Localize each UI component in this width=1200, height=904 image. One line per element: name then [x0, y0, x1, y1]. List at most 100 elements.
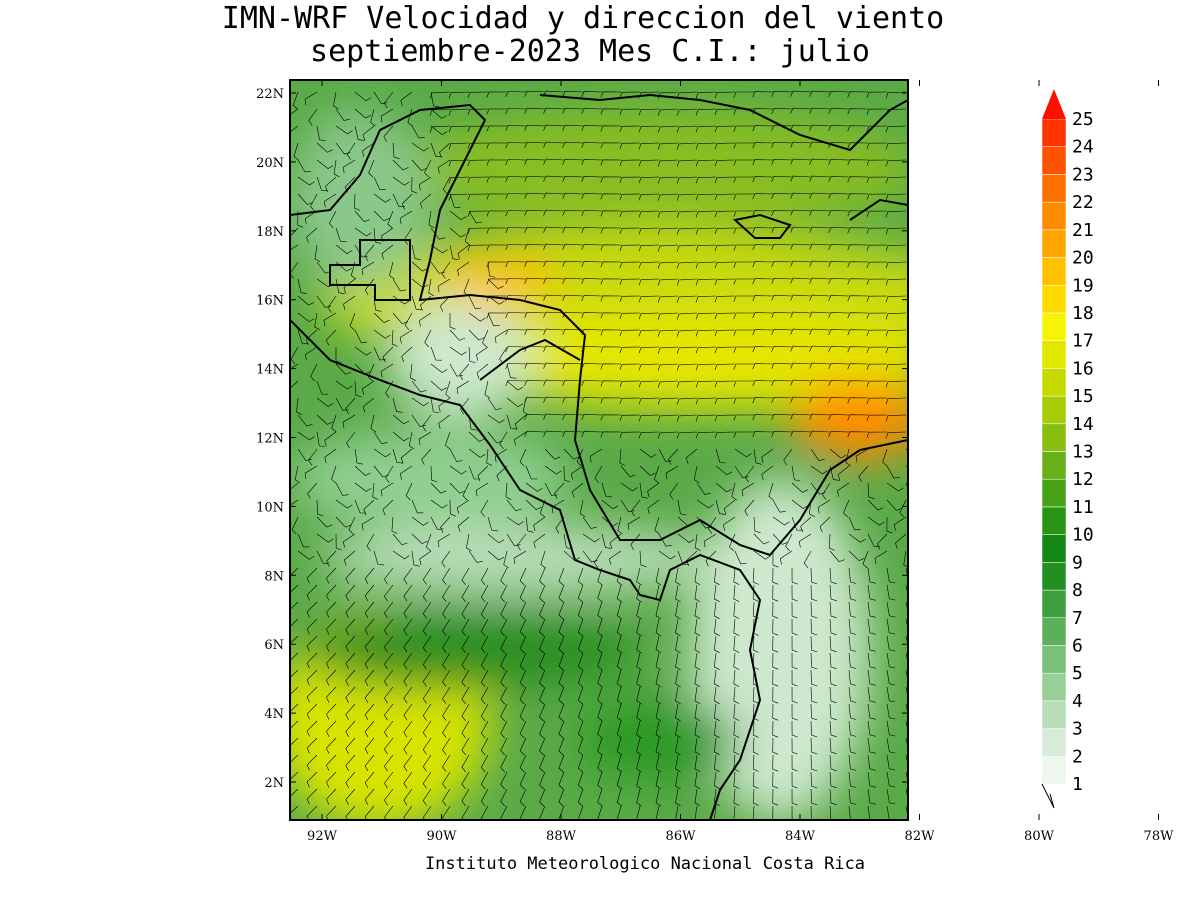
wind-barb [772, 686, 779, 704]
wind-barb [885, 142, 907, 150]
wind-barb [866, 329, 888, 336]
wind-barb [306, 788, 318, 805]
colorbar-swatch [1041, 478, 1067, 508]
wind-barb [384, 805, 394, 820]
wind-barb [866, 431, 888, 438]
wind-barb [886, 499, 903, 511]
wind-barb [484, 380, 491, 399]
wind-barb [480, 686, 489, 705]
wind-barb [429, 125, 451, 133]
colorbar-label: 16 [1072, 358, 1094, 379]
wind-barb [752, 771, 759, 789]
wind-barb [733, 431, 754, 438]
wind-barb [713, 788, 720, 806]
wind-barb [306, 601, 318, 618]
wind-barb [809, 413, 831, 420]
wind-barb [600, 176, 622, 183]
wind-barb [847, 227, 869, 234]
wind-barb [325, 176, 337, 193]
wind-barb [771, 362, 793, 369]
wind-barb [449, 193, 461, 208]
wind-barb [616, 737, 623, 756]
wind-barb [449, 499, 457, 517]
wind-barb [524, 243, 546, 250]
wind-barb [630, 533, 641, 551]
wind-barb [885, 278, 907, 286]
wind-barb [676, 261, 698, 269]
lat-tick-label: 20N [256, 156, 284, 171]
wind-barb [761, 448, 774, 464]
wind-barb [620, 482, 638, 492]
wind-barb [442, 703, 451, 721]
wind-barb [505, 346, 527, 353]
wind-barb [382, 346, 394, 363]
wind-barb [384, 788, 394, 806]
wind-barb [733, 737, 740, 755]
wind-barb [867, 584, 876, 601]
wind-barb [335, 380, 353, 390]
wind-barb [638, 329, 660, 337]
colorbar-label: 17 [1072, 331, 1094, 352]
wind-barb [500, 754, 508, 773]
wind-barb [694, 737, 701, 756]
wind-barb [867, 652, 876, 669]
wind-barb [866, 261, 888, 268]
wind-barb [714, 210, 736, 218]
wind-barb [733, 669, 740, 687]
wind-barb [886, 601, 896, 618]
wind-barb [468, 346, 476, 364]
wind-barb [771, 396, 793, 403]
wind-barb [886, 652, 896, 669]
wind-barb [449, 448, 463, 462]
wind-barb [316, 142, 333, 153]
wind-barb [403, 635, 413, 653]
wind-barb [771, 413, 793, 420]
wind-barb [581, 244, 603, 251]
wind-barb [676, 346, 698, 354]
wind-barb [771, 260, 793, 267]
wind-barb [290, 788, 299, 805]
wind-barb [403, 703, 413, 721]
wind-barb [744, 499, 755, 516]
wind-barb [500, 805, 508, 820]
wind-barb [487, 295, 505, 305]
wind-barb [403, 686, 413, 704]
wind-barb [384, 584, 394, 602]
wind-barb [809, 209, 831, 216]
wind-barb [442, 686, 451, 704]
wind-barb [461, 567, 470, 585]
wind-barb [772, 754, 779, 772]
wind-barb [731, 482, 737, 501]
wind-barb [771, 158, 793, 165]
wind-barb [525, 465, 538, 480]
wind-barb [714, 312, 736, 320]
wind-barb [442, 754, 451, 772]
wind-barb [791, 737, 798, 755]
wind-barb [790, 260, 812, 267]
wind-barb [500, 720, 508, 739]
wind-barb [558, 771, 565, 790]
wind-barb [314, 312, 320, 331]
wind-barb [562, 277, 584, 284]
wind-barb [772, 635, 779, 653]
wind-barb [713, 652, 720, 670]
wind-barb [695, 176, 717, 184]
wind-barb [636, 618, 642, 637]
wind-barb [597, 669, 603, 688]
wind-barb [364, 805, 375, 820]
lon-tick-label: 78W [1144, 829, 1175, 844]
wind-barb [619, 363, 641, 371]
wind-barb [480, 805, 489, 820]
colorbar-swatch [1041, 423, 1067, 452]
wind-barb [828, 227, 850, 234]
wind-barb [539, 720, 546, 739]
wind-barb [639, 465, 656, 476]
wind-barb [847, 295, 869, 302]
wind-barb [693, 465, 700, 484]
wind-barb [430, 465, 438, 483]
wind-barb [790, 345, 812, 352]
colorbar-label: 22 [1072, 192, 1094, 213]
wind-barb [866, 108, 888, 115]
wind-barb [771, 141, 793, 148]
wind-barb [791, 516, 803, 531]
